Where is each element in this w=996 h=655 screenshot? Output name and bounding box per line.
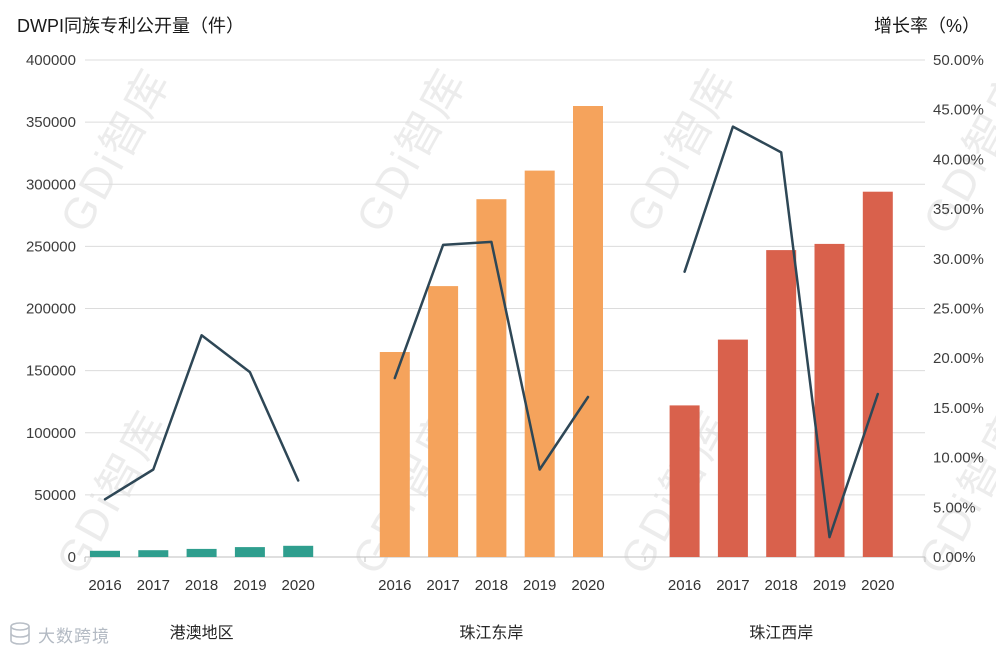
group-label: 港澳地区 [170,624,234,642]
left-axis-tick-label: 200000 [26,301,76,318]
left-axis-tick-label: 0 [68,549,76,566]
bar [186,548,217,557]
year-tick-label: 2019 [523,577,556,594]
left-axis-tick-label: 250000 [26,238,76,255]
right-axis-tick-label: 25.00% [933,301,984,318]
left-axis-tick-label: 100000 [26,425,76,442]
year-tick-label: 2020 [571,577,604,594]
left-axis-title: DWPI同族专利公开量（件） [17,16,244,36]
bar [476,199,507,557]
bar [669,405,700,557]
year-tick-label: 2020 [282,577,315,594]
right-axis-title: 增长率（%） [873,16,980,36]
year-tick-label: 2020 [861,577,894,594]
bar [524,170,555,557]
year-tick-label: 2018 [765,577,798,594]
group-label: 珠江西岸 [749,624,813,642]
footer-logo: 大数跨境 [8,621,110,647]
right-axis-tick-label: 30.00% [933,251,984,268]
left-axis-tick-label: 150000 [26,363,76,380]
right-axis-tick-label: 20.00% [933,350,984,367]
growth-rate-line [683,125,880,539]
year-tick-label: 2016 [668,577,701,594]
right-axis-tick-label: 15.00% [933,400,984,417]
bar [283,545,314,557]
bar [138,550,169,557]
right-axis-tick-label: 45.00% [933,102,984,119]
right-axis-tick-label: 35.00% [933,201,984,218]
left-axis-tick-label: 300000 [26,176,76,193]
left-axis-tick-label: 400000 [26,52,76,69]
left-axis-tick-label: 350000 [26,114,76,131]
year-tick-label: 2016 [88,577,121,594]
bar [428,286,459,557]
left-axis-tick-label: 50000 [34,487,76,504]
group-label: 珠江东岸 [459,624,523,642]
year-tick-label: 2019 [813,577,846,594]
bar [234,547,265,557]
right-axis-tick-label: 0.00% [933,549,976,566]
footer-logo-text: 大数跨境 [38,626,110,646]
bar [766,250,797,557]
bar [90,550,120,557]
year-tick-label: 2016 [378,577,411,594]
right-axis-tick-label: 5.00% [933,499,976,516]
bar [379,352,410,557]
year-tick-label: 2017 [426,577,459,594]
year-tick-label: 2018 [185,577,218,594]
right-axis-tick-label: 10.00% [933,450,984,467]
bar [717,339,748,557]
bar [862,191,893,557]
growth-rate-line [393,240,590,471]
right-axis-tick-label: 50.00% [933,52,984,69]
growth-rate-line [103,334,300,501]
year-tick-label: 2019 [233,577,266,594]
bar [814,243,845,557]
right-axis-tick-label: 40.00% [933,151,984,168]
bar [573,106,603,557]
year-tick-label: 2017 [716,577,749,594]
database-logo-icon [8,621,32,647]
year-tick-label: 2017 [137,577,170,594]
year-tick-label: 2018 [475,577,508,594]
